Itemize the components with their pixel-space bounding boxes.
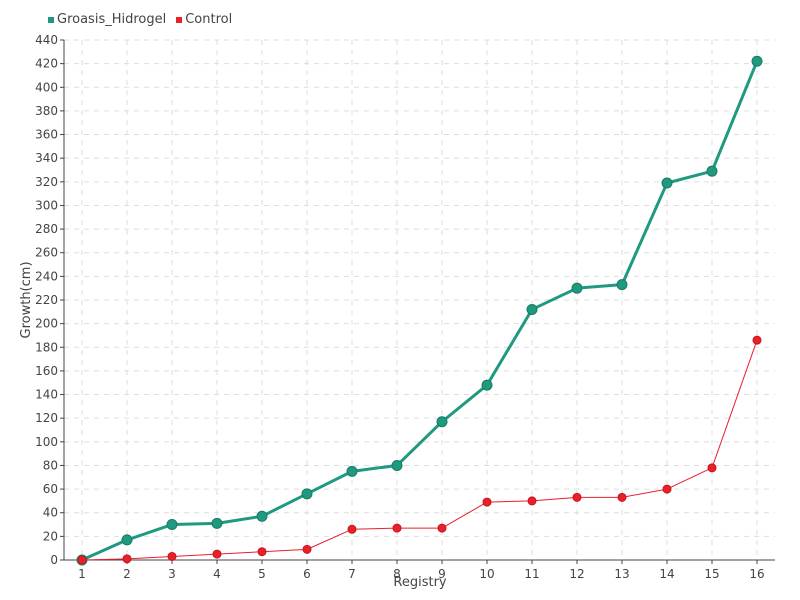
data-point-control[interactable]	[347, 524, 357, 534]
data-point-control[interactable]	[617, 492, 627, 502]
x-tick-label: 5	[258, 567, 266, 581]
y-tick-label: 440	[35, 33, 58, 47]
x-tick-label: 10	[479, 567, 494, 581]
data-point-control[interactable]	[527, 496, 537, 506]
axes: 0 20 40 60 80 100 120 140 160 180 200 220 240 260 280 3…	[35, 33, 775, 581]
data-point-groasis-hidrogel[interactable]	[346, 465, 358, 477]
x-tick-label: 15	[704, 567, 719, 581]
y-tick-label: 340	[35, 151, 58, 165]
data-point-groasis-hidrogel[interactable]	[256, 510, 268, 522]
data-point-control[interactable]	[662, 484, 672, 494]
data-point-control[interactable]	[752, 335, 762, 345]
data-point-groasis-hidrogel[interactable]	[661, 177, 673, 189]
data-point-control[interactable]	[482, 497, 492, 507]
data-point-groasis-hidrogel[interactable]	[301, 488, 313, 500]
legend-item-groasis[interactable]: Groasis_Hidrogel	[48, 12, 166, 27]
legend-swatch-control	[176, 16, 183, 23]
data-point-control[interactable]	[167, 551, 177, 561]
data-point-groasis-hidrogel[interactable]	[616, 279, 628, 291]
y-tick-label: 260	[35, 246, 58, 260]
data-point-groasis-hidrogel[interactable]	[391, 459, 403, 471]
x-tick-label: 7	[348, 567, 356, 581]
data-point-groasis-hidrogel[interactable]	[751, 55, 763, 67]
grid-lines	[64, 39, 775, 560]
data-point-control[interactable]	[122, 554, 132, 564]
y-tick-label: 0	[50, 553, 58, 567]
y-tick-label: 220	[35, 293, 58, 307]
legend-label-groasis: Groasis_Hidrogel	[57, 12, 167, 27]
y-tick-label: 20	[43, 529, 58, 543]
series-line-groasis-hidrogel	[81, 60, 759, 562]
legend: Groasis_Hidrogel Control	[48, 12, 232, 27]
data-point-groasis-hidrogel[interactable]	[166, 519, 178, 531]
y-tick-label: 60	[43, 482, 58, 496]
data-point-control[interactable]	[77, 555, 87, 565]
x-tick-label: 6	[303, 567, 311, 581]
data-point-groasis-hidrogel[interactable]	[121, 534, 133, 546]
y-tick-label: 380	[35, 104, 58, 118]
y-tick-label: 240	[35, 269, 58, 283]
series-line-control	[81, 340, 758, 561]
data-point-groasis-hidrogel[interactable]	[481, 379, 493, 391]
series-lines	[76, 55, 763, 566]
x-tick-label: 4	[213, 567, 221, 581]
data-point-control[interactable]	[437, 523, 447, 533]
data-point-groasis-hidrogel[interactable]	[526, 303, 538, 315]
y-tick-label: 140	[35, 388, 58, 402]
x-tick-label: 12	[569, 567, 584, 581]
legend-label-control: Control	[185, 12, 233, 27]
x-tick-label: 11	[524, 567, 539, 581]
x-tick-label: 9	[438, 567, 446, 581]
y-tick-label: 80	[43, 458, 58, 472]
y-tick-label: 300	[35, 198, 58, 212]
y-tick-label: 280	[35, 222, 58, 236]
legend-swatch-groasis	[48, 16, 54, 23]
data-point-groasis-hidrogel[interactable]	[211, 517, 223, 529]
x-tick-label: 2	[123, 567, 131, 581]
x-tick-label: 3	[168, 567, 176, 581]
x-tick-label: 8	[393, 567, 401, 581]
x-tick-label: 14	[659, 567, 674, 581]
y-tick-label: 160	[35, 364, 58, 378]
y-tick-label: 320	[35, 175, 58, 189]
y-tick-label: 40	[43, 506, 58, 520]
data-point-control[interactable]	[707, 463, 717, 473]
data-point-control[interactable]	[302, 544, 312, 554]
y-tick-label: 420	[35, 57, 58, 71]
data-point-control[interactable]	[212, 549, 222, 559]
data-point-control[interactable]	[392, 523, 402, 533]
x-tick-label: 16	[749, 567, 764, 581]
data-point-groasis-hidrogel[interactable]	[571, 282, 583, 294]
y-tick-label: 120	[35, 411, 58, 425]
y-tick-label: 360	[35, 128, 58, 142]
legend-item-control[interactable]: Control	[176, 12, 232, 27]
y-tick-label: 180	[35, 340, 58, 354]
y-axis-title: Growth(cm)	[19, 261, 34, 338]
y-tick-label: 100	[35, 435, 58, 449]
data-point-control[interactable]	[257, 547, 267, 557]
x-tick-label: 13	[614, 567, 629, 581]
x-axis-title: Registry	[393, 575, 447, 590]
y-tick-label: 200	[35, 317, 58, 331]
data-point-groasis-hidrogel[interactable]	[706, 165, 718, 177]
y-tick-label: 400	[35, 80, 58, 94]
data-point-groasis-hidrogel[interactable]	[436, 416, 448, 428]
x-tick-label: 1	[78, 567, 86, 581]
data-point-control[interactable]	[572, 492, 582, 502]
